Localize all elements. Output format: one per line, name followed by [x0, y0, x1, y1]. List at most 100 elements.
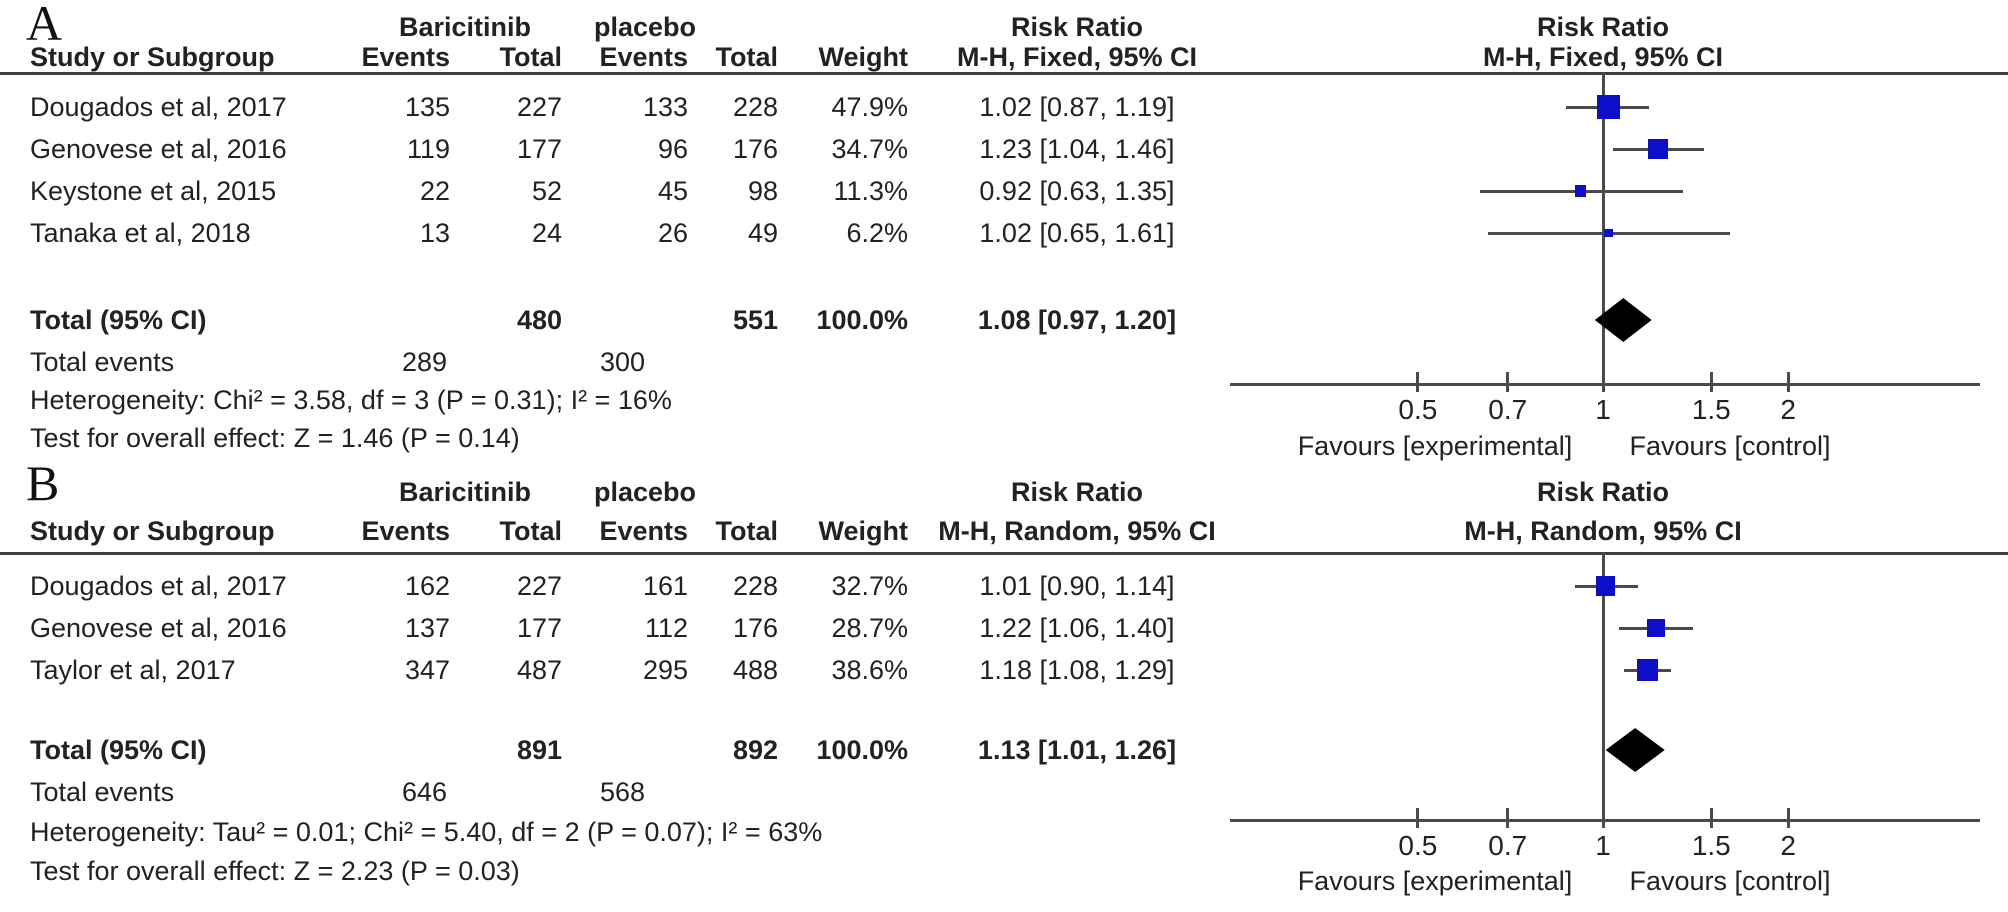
- total-events-exp: 289: [401, 347, 447, 377]
- total-ctrl-cell: 176: [732, 134, 778, 164]
- events-ctrl-cell: 26: [657, 218, 688, 248]
- ci-text-cell: 0.92 [0.63, 1.35]: [979, 176, 1175, 206]
- favours-left-label: Favours [experimental]: [1297, 866, 1573, 896]
- axis-tick-label: 0.7: [1488, 830, 1528, 861]
- ci-text-cell: 1.18 [1.08, 1.29]: [979, 655, 1175, 685]
- effect-header-plot: Risk Ratio: [1536, 12, 1670, 42]
- effect-square: [1595, 576, 1616, 596]
- col-header-total-ctrl: Total: [715, 516, 779, 546]
- favours-right-label: Favours [control]: [1629, 866, 1831, 896]
- axis-tick: [1709, 372, 1713, 392]
- col-header-total-exp: Total: [499, 516, 563, 546]
- study-name: Tanaka et al, 2018: [30, 218, 251, 248]
- total-ctrl-cell: 488: [732, 655, 778, 685]
- total-ci-text: 1.13 [1.01, 1.26]: [977, 735, 1177, 765]
- ci-text-cell: 1.02 [0.87, 1.19]: [979, 92, 1175, 122]
- group-header-experimental: Baricitinib: [398, 477, 532, 507]
- events-exp-cell: 135: [404, 92, 450, 122]
- ci-text-cell: 1.01 [0.90, 1.14]: [979, 571, 1175, 601]
- axis-tick-label: 0.7: [1488, 394, 1528, 425]
- events-exp-cell: 137: [404, 613, 450, 643]
- events-ctrl-cell: 161: [642, 571, 688, 601]
- study-name: Genovese et al, 2016: [30, 134, 287, 164]
- events-exp-cell: 119: [406, 134, 450, 164]
- overall-effect-text: Test for overall effect: Z = 2.23 (P = 0…: [30, 856, 520, 886]
- col-header-events-ctrl: Events: [599, 516, 688, 546]
- weight-cell: 34.7%: [831, 134, 908, 164]
- total-exp-cell: 24: [531, 218, 562, 248]
- col-header-study: Study or Subgroup: [30, 516, 275, 546]
- axis-tick: [1786, 808, 1790, 828]
- total-ci-text: 1.08 [0.97, 1.20]: [977, 305, 1177, 335]
- events-exp-cell: 13: [419, 218, 450, 248]
- total-events-ctrl: 300: [599, 347, 645, 377]
- total-exp-sum: 891: [516, 735, 562, 765]
- effect-square: [1648, 138, 1669, 159]
- axis-tick-label: 1: [1595, 830, 1611, 861]
- total-events-label: Total events: [30, 347, 175, 377]
- effect-header-table: Risk Ratio: [1010, 12, 1144, 42]
- axis-tick-label: 2: [1780, 394, 1796, 425]
- events-ctrl-cell: 295: [642, 655, 688, 685]
- total-ctrl-cell: 98: [747, 176, 778, 206]
- axis-tick-label: 1: [1595, 394, 1611, 425]
- effect-square: [1604, 228, 1613, 238]
- col-header-study: Study or Subgroup: [30, 42, 275, 72]
- total-events-exp: 646: [401, 777, 447, 807]
- weight-cell: 32.7%: [831, 571, 908, 601]
- total-exp-cell: 227: [516, 571, 562, 601]
- total-exp-sum: 480: [516, 305, 562, 335]
- favours-right-label: Favours [control]: [1629, 431, 1831, 461]
- total-label: Total (95% CI): [30, 305, 207, 335]
- total-events-label: Total events: [30, 777, 175, 807]
- col-header-events-exp: Events: [361, 42, 450, 72]
- col-header-total-exp: Total: [499, 42, 563, 72]
- events-ctrl-cell: 133: [642, 92, 688, 122]
- effect-square: [1575, 185, 1587, 197]
- axis-tick: [1601, 808, 1605, 828]
- study-name: Genovese et al, 2016: [30, 613, 287, 643]
- axis-tick: [1416, 372, 1420, 392]
- ci-text-cell: 1.23 [1.04, 1.46]: [979, 134, 1175, 164]
- x-axis-line: [1230, 818, 1980, 822]
- events-ctrl-cell: 45: [657, 176, 688, 206]
- axis-tick: [1506, 808, 1510, 828]
- col-header-events-exp: Events: [361, 516, 450, 546]
- group-header-experimental: Baricitinib: [398, 12, 532, 42]
- weight-cell: 6.2%: [846, 218, 908, 248]
- effect-square: [1636, 659, 1658, 681]
- col-header-total-ctrl: Total: [715, 42, 779, 72]
- axis-tick-label: 0.5: [1398, 830, 1438, 861]
- overall-effect-text: Test for overall effect: Z = 1.46 (P = 0…: [30, 423, 520, 453]
- total-ctrl-cell: 176: [732, 613, 778, 643]
- total-events-ctrl: 568: [599, 777, 645, 807]
- total-exp-cell: 487: [516, 655, 562, 685]
- effect-square: [1596, 95, 1621, 119]
- col-header-events-ctrl: Events: [599, 42, 688, 72]
- header-rule: [0, 552, 2008, 555]
- events-exp-cell: 162: [404, 571, 450, 601]
- study-name: Dougados et al, 2017: [30, 92, 287, 122]
- total-label: Total (95% CI): [30, 735, 207, 765]
- panel-label: B: [26, 455, 60, 511]
- weight-cell: 28.7%: [831, 613, 908, 643]
- total-weight: 100.0%: [816, 305, 908, 335]
- axis-tick-label: 2: [1780, 830, 1796, 861]
- total-weight: 100.0%: [816, 735, 908, 765]
- heterogeneity-text: Heterogeneity: Tau² = 0.01; Chi² = 5.40,…: [30, 817, 823, 847]
- axis-tick-label: 1.5: [1691, 394, 1731, 425]
- effect-square: [1647, 618, 1666, 638]
- effect-header-table: Risk Ratio: [1010, 477, 1144, 507]
- ci-text-cell: 1.02 [0.65, 1.61]: [979, 218, 1175, 248]
- weight-cell: 38.6%: [831, 655, 908, 685]
- axis-tick-label: 1.5: [1691, 830, 1731, 861]
- total-exp-cell: 227: [516, 92, 562, 122]
- method-header-plot: M-H, Fixed, 95% CI: [1482, 42, 1724, 72]
- axis-tick: [1709, 808, 1713, 828]
- x-axis-line: [1230, 382, 1980, 386]
- total-exp-cell: 177: [516, 134, 562, 164]
- events-exp-cell: 22: [419, 176, 450, 206]
- study-name: Taylor et al, 2017: [30, 655, 236, 685]
